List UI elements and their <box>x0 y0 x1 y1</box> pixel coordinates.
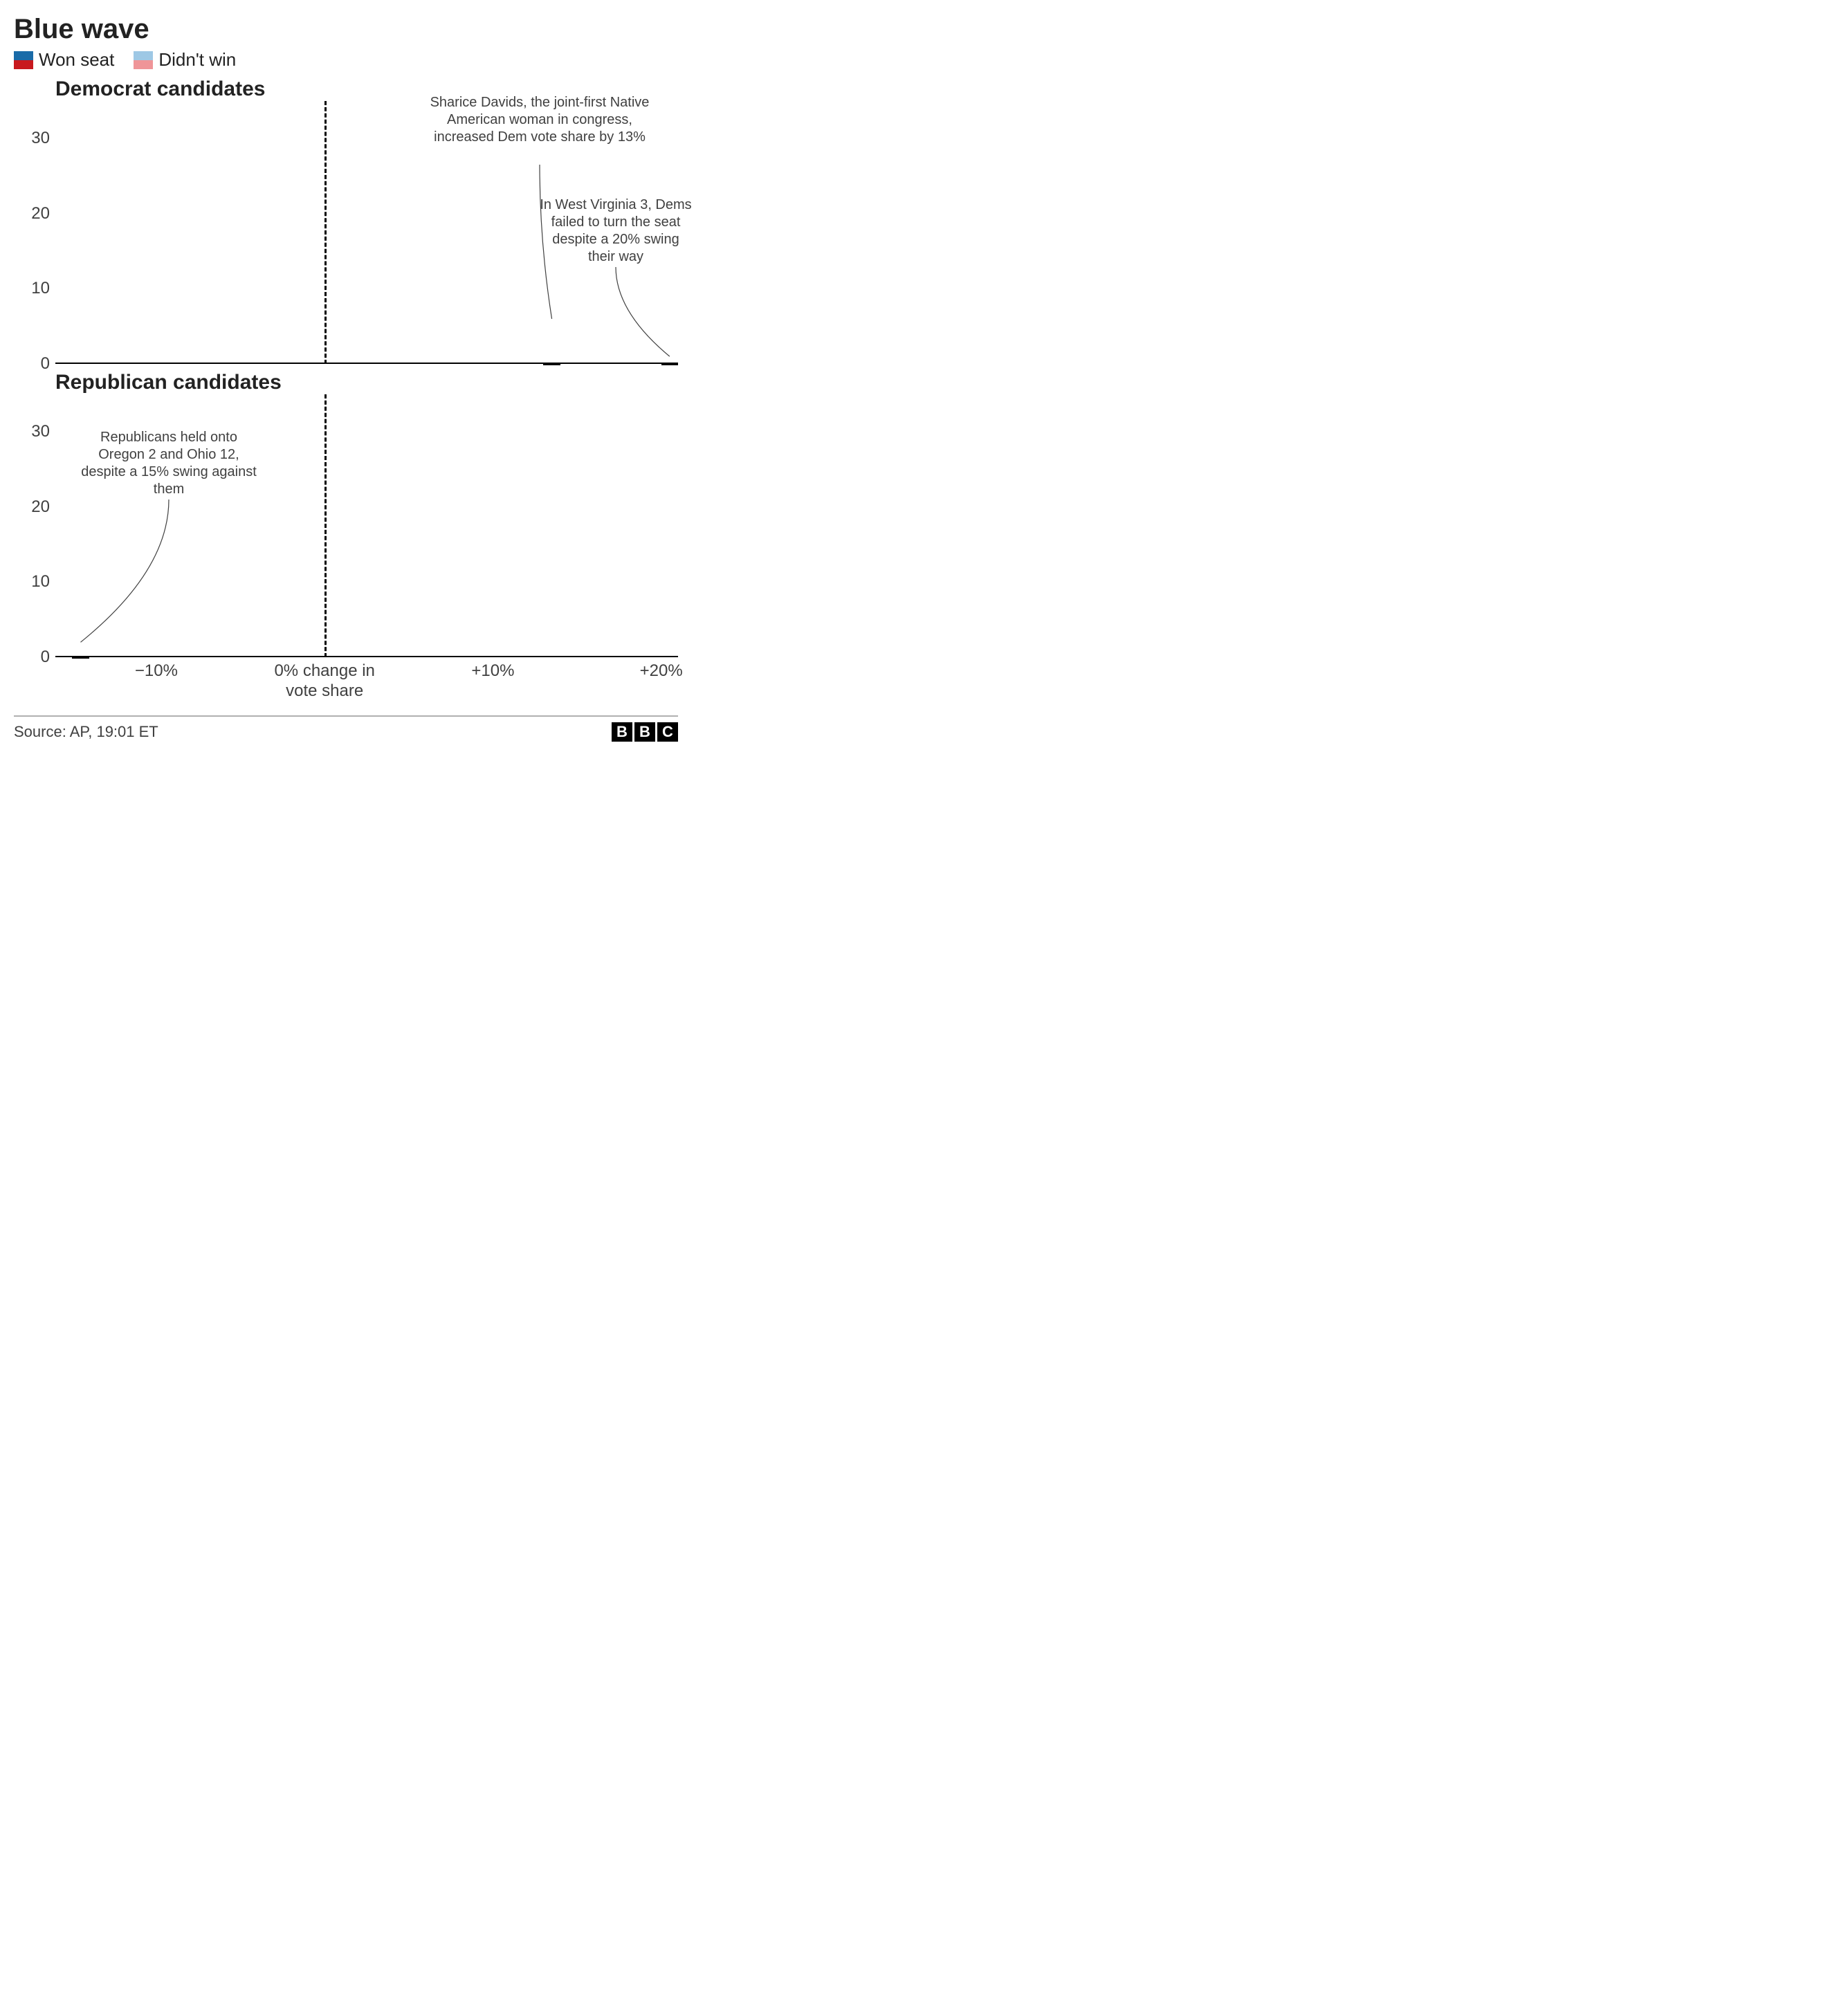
legend-swatch-won <box>14 51 33 69</box>
y-axis-ticks: 0102030 <box>22 101 50 364</box>
legend-item-won: Won seat <box>14 49 114 71</box>
legend: Won seat Didn't win <box>14 49 678 71</box>
x-axis-baseline <box>55 363 678 364</box>
y-tick-label: 30 <box>22 422 50 441</box>
bbc-logo: BBC <box>612 722 678 742</box>
legend-swatch-lost <box>134 51 153 69</box>
plot-rep: 0102030Republicans held onto Oregon 2 an… <box>55 394 678 657</box>
y-tick-label: 0 <box>22 648 50 667</box>
legend-label-won: Won seat <box>39 49 114 71</box>
y-tick-label: 10 <box>22 572 50 592</box>
panel-dem: Democrat candidates0102030Sharice Davids… <box>14 77 678 364</box>
x-tick-label: −10% <box>135 661 178 681</box>
main-title: Blue wave <box>14 14 678 45</box>
y-tick-label: 10 <box>22 279 50 298</box>
x-tick-label: +10% <box>471 661 514 681</box>
annotation: In West Virginia 3, Dems failed to turn … <box>540 196 692 266</box>
y-tick-label: 20 <box>22 204 50 223</box>
bbc-logo-letter: B <box>612 722 632 742</box>
x-tick-label: 0% change in vote share <box>274 661 374 702</box>
annotation: Republicans held onto Oregon 2 and Ohio … <box>79 429 259 498</box>
y-tick-label: 30 <box>22 129 50 148</box>
bbc-logo-letter: B <box>634 722 655 742</box>
legend-label-lost: Didn't win <box>158 49 236 71</box>
chart-container: Blue wave Won seat Didn't win Democrat c… <box>14 14 678 742</box>
panels: Democrat candidates0102030Sharice Davids… <box>14 77 678 657</box>
bbc-logo-letter: C <box>657 722 678 742</box>
plot-dem: 0102030Sharice Davids, the joint-first N… <box>55 101 678 364</box>
footer: Source: AP, 19:01 ET BBC <box>14 715 678 742</box>
y-axis-ticks: 0102030 <box>22 394 50 657</box>
annotation: Sharice Davids, the joint-first Native A… <box>429 94 650 146</box>
source-text: Source: AP, 19:01 ET <box>14 723 158 741</box>
x-tick-label: +20% <box>640 661 683 681</box>
panel-rep: Republican candidates0102030Republicans … <box>14 371 678 657</box>
legend-item-lost: Didn't win <box>134 49 236 71</box>
x-axis-ticks: −10%0% change in vote share+10%+20% <box>55 657 678 711</box>
panel-title-rep: Republican candidates <box>55 371 678 394</box>
y-tick-label: 20 <box>22 497 50 517</box>
